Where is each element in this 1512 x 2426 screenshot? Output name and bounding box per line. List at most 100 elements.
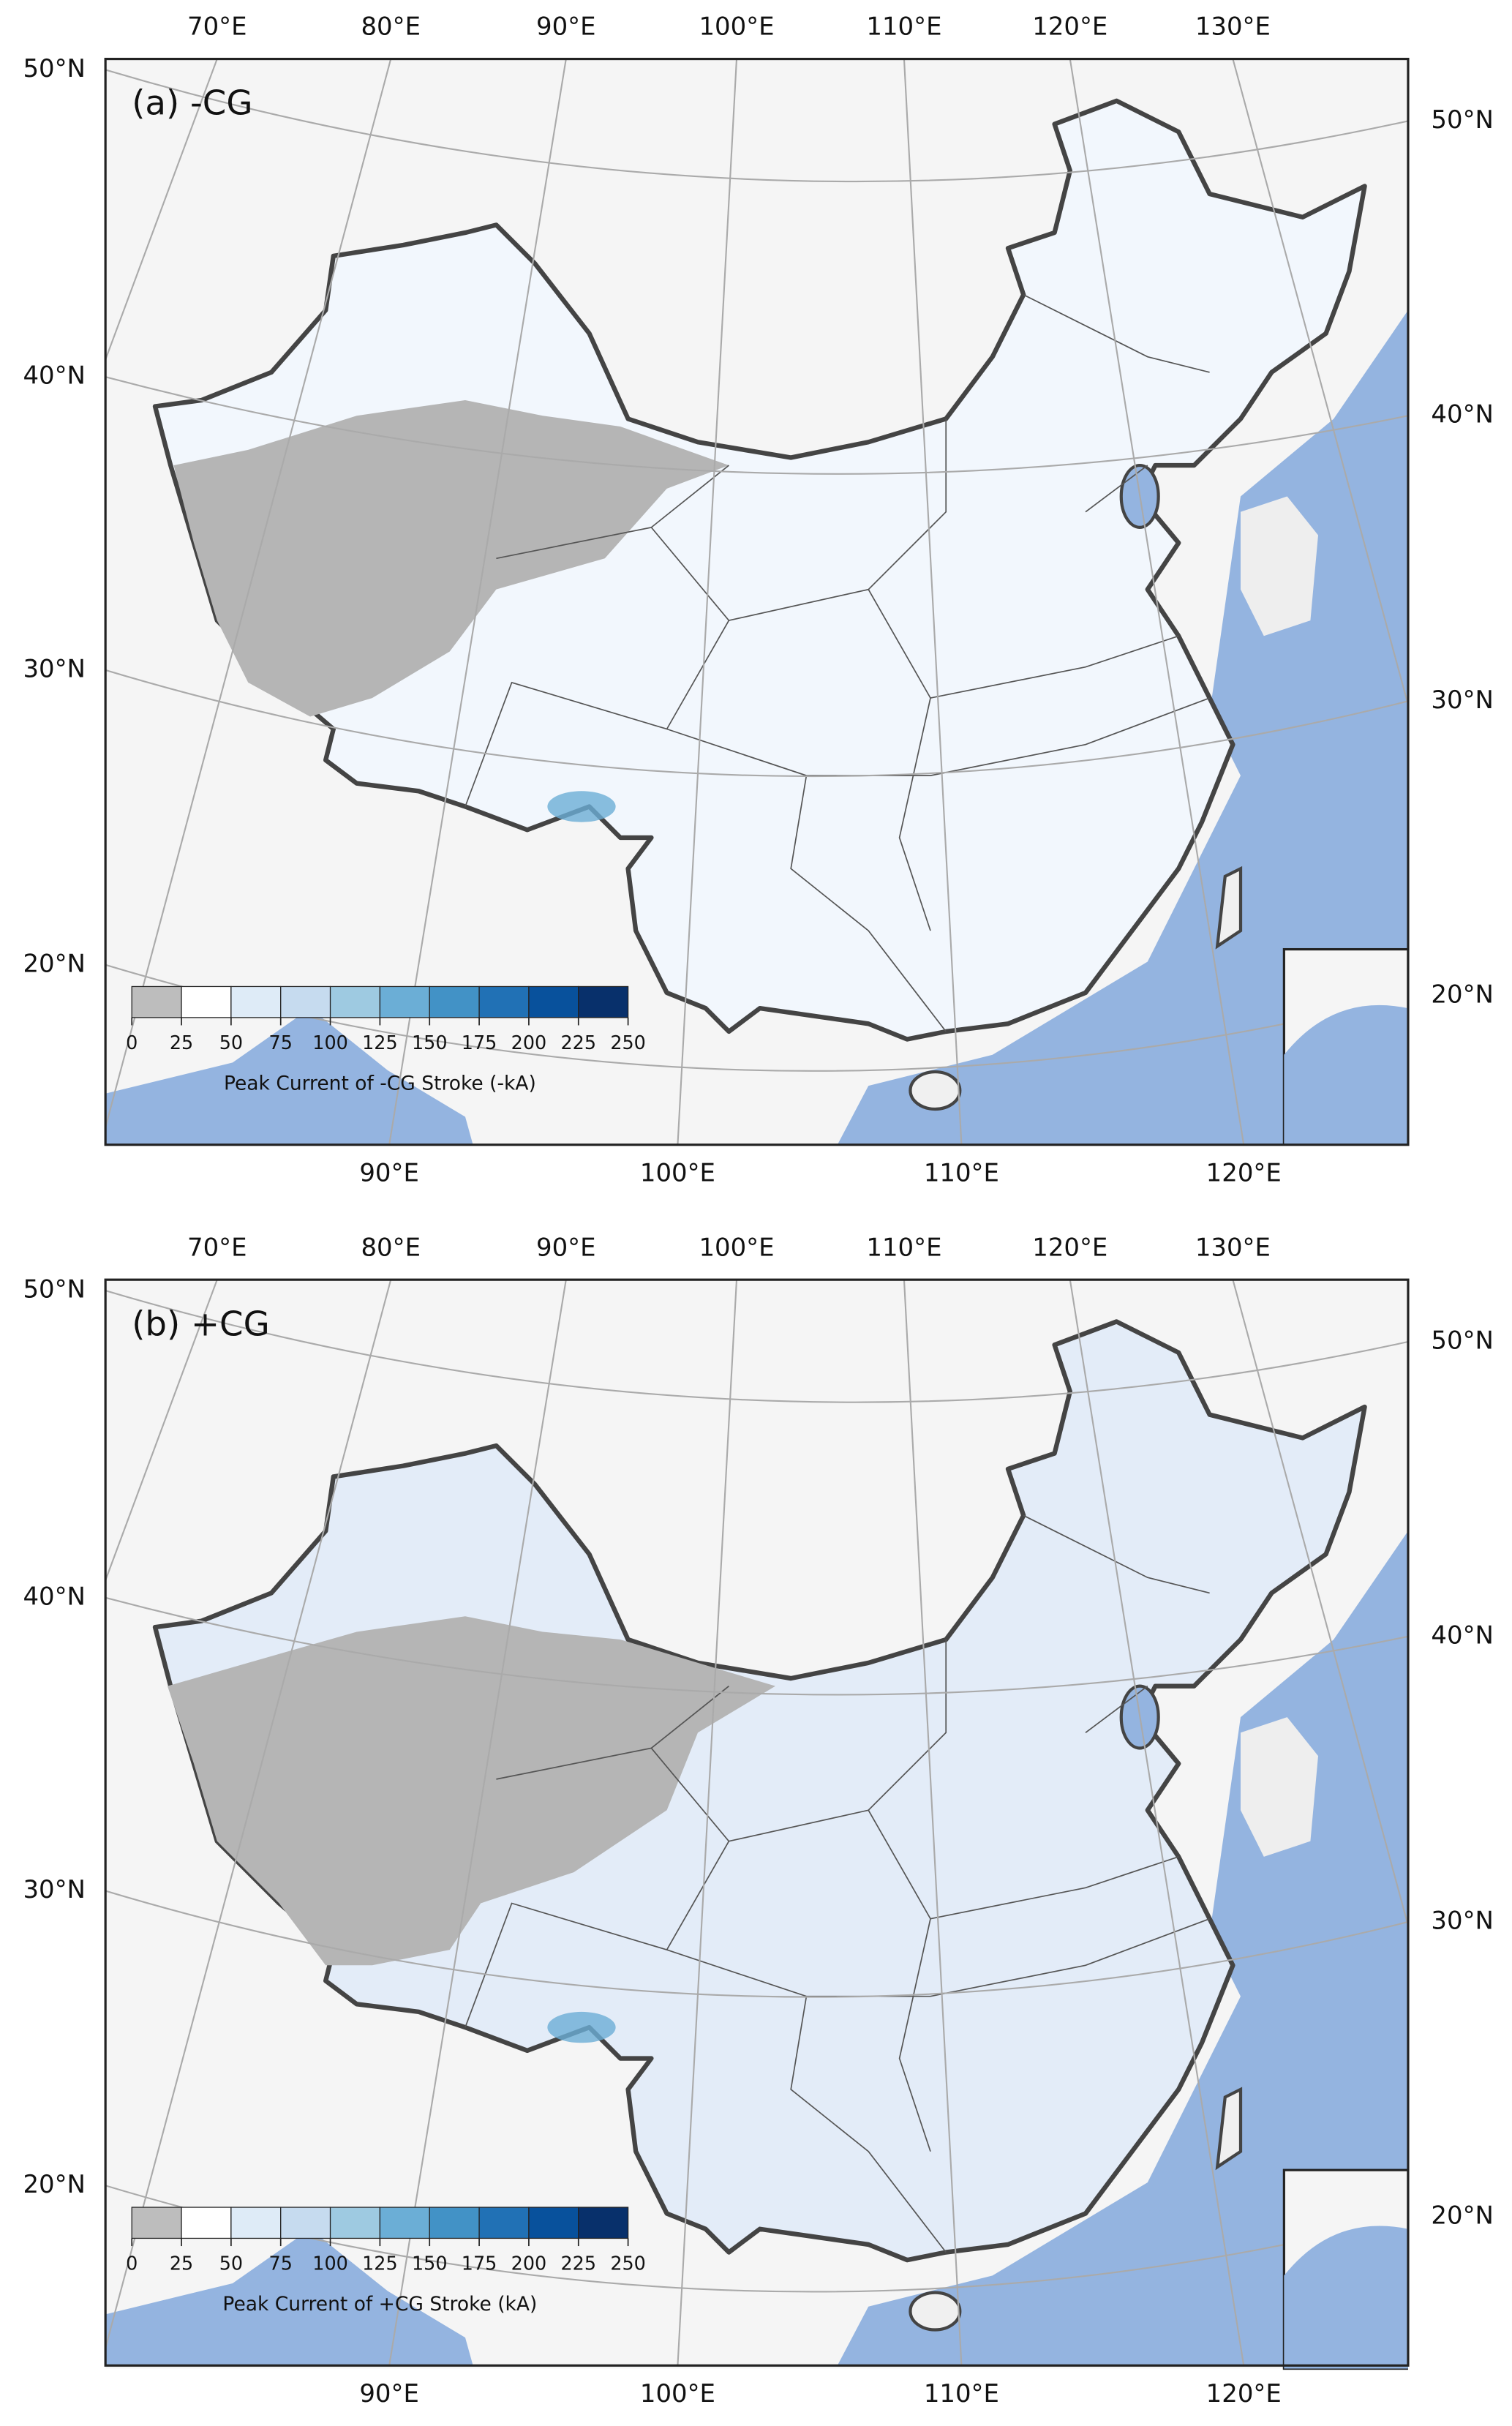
longitude-label: 110°E — [924, 1158, 999, 1187]
colorbar-tick-label: 150 — [412, 1032, 448, 1054]
parallel — [105, 1890, 1408, 1998]
longitude-label: 120°E — [1032, 1233, 1107, 1261]
longitude-label: 130°E — [1195, 1233, 1271, 1261]
province-boundary — [930, 1856, 1179, 1920]
colorbar-segment — [578, 985, 629, 1018]
colorbar-tick-label: 175 — [462, 2252, 497, 2274]
inset-ocean — [1284, 2226, 1408, 2369]
latitude-label: 20°N — [23, 949, 85, 977]
province-boundary — [868, 589, 931, 931]
latitude-label: 40°N — [1431, 1621, 1493, 1649]
meridian — [1232, 59, 1408, 708]
ocean — [105, 1008, 473, 1145]
latitude-label: 50°N — [1431, 1326, 1493, 1354]
colorbar-tick-label: 50 — [219, 2252, 243, 2274]
colorbar-segment — [429, 985, 480, 1018]
colorbar-segment — [379, 985, 430, 1018]
colorbar-tick-label: 200 — [511, 2252, 547, 2274]
colorbar-segment — [181, 2207, 232, 2239]
meridian — [105, 59, 218, 362]
longitude-label: 100°E — [640, 1158, 715, 1187]
province-boundary — [464, 681, 667, 807]
colorbar-tick-label: 50 — [219, 1032, 243, 1054]
colorbar-tick-label: 25 — [170, 2252, 193, 2274]
colorbar-segment — [578, 2207, 629, 2239]
high-value-patch — [547, 791, 616, 822]
parallel — [105, 376, 1408, 475]
colorbar-segment — [230, 985, 282, 1018]
colorbar-tick-label: 0 — [126, 2252, 138, 2274]
map-body — [105, 1280, 1408, 2370]
latitude-label: 40°N — [23, 1582, 85, 1610]
colorbar-tick-label: 175 — [462, 1032, 497, 1054]
province-boundary — [930, 635, 1179, 699]
longitude-label: 90°E — [359, 2379, 419, 2408]
korea — [1241, 496, 1318, 636]
high-value-patch — [547, 2011, 616, 2043]
meridian — [1232, 1280, 1408, 1929]
colorbar-segment — [478, 2207, 530, 2239]
latitude-label: 20°N — [1431, 2201, 1493, 2229]
colorbar-tick-label: 200 — [511, 1032, 547, 1054]
latitude-label: 20°N — [1431, 980, 1493, 1009]
province-boundary — [464, 1902, 667, 2028]
colorbar-tick-label: 100 — [312, 2252, 348, 2274]
latitude-label: 50°N — [23, 54, 85, 83]
latitude-label: 30°N — [23, 1875, 85, 1904]
colorbar-tick-label: 75 — [269, 2252, 293, 2274]
colorbar-segment — [280, 985, 331, 1018]
province-boundary — [666, 697, 1210, 776]
meridian — [677, 1280, 738, 2366]
latitude-label: 50°N — [1431, 105, 1493, 134]
province-boundary — [1023, 1514, 1210, 1594]
meridian — [105, 1280, 218, 1583]
province-boundary — [666, 1918, 1210, 1997]
colorbar-tick-label: 125 — [362, 2252, 398, 2274]
colorbar-tick-label: 225 — [560, 2252, 596, 2274]
latitude-label: 50°N — [23, 1275, 85, 1304]
colorbar-tick-label: 250 — [610, 1032, 646, 1054]
colorbar-tick-label: 100 — [312, 1032, 348, 1054]
latitude-label: 20°N — [23, 2170, 85, 2198]
longitude-label: 110°E — [866, 12, 941, 41]
colorbar-tick-label: 125 — [362, 1032, 398, 1054]
map-frame — [104, 57, 1410, 1146]
meridian — [903, 1280, 963, 2366]
colorbar-segment — [280, 2207, 331, 2239]
colorbar-segment — [230, 2207, 282, 2239]
province-boundary — [729, 418, 947, 621]
latitude-label: 30°N — [1431, 686, 1493, 714]
colorbar-label: Peak Current of -CG Stroke (-kA) — [224, 1073, 536, 1095]
longitude-label: 120°E — [1206, 1158, 1282, 1187]
meridian — [388, 1280, 567, 2366]
colorbar-segment — [478, 985, 530, 1018]
map-panel: (a) -CG 70°E 80°E 90°E 100°E 110°E 120°E 130°E 9… — [23, 12, 1493, 1187]
parallel — [105, 1596, 1408, 1696]
meridian — [105, 59, 392, 1131]
meridian — [105, 1280, 392, 2351]
longitude-label: 100°E — [640, 2379, 715, 2408]
province-boundary — [790, 1996, 947, 2253]
map-panel: (b) +CG 70°E 80°E 90°E 100°E 110°E 120°E 130°E 9… — [23, 1233, 1493, 2408]
colorbar-segment — [329, 2207, 381, 2239]
longitude-label: 110°E — [866, 1233, 941, 1261]
colorbar-segment — [131, 985, 182, 1018]
taiwan — [1215, 2087, 1243, 2171]
longitude-label: 90°E — [359, 1158, 419, 1187]
longitude-label: 80°E — [361, 12, 421, 41]
province-boundary — [1085, 1685, 1148, 1733]
parallel — [105, 69, 1408, 183]
hainan — [909, 1070, 962, 1111]
longitude-label: 130°E — [1195, 12, 1271, 41]
colorbar-label: Peak Current of +CG Stroke (kA) — [222, 2293, 537, 2316]
longitude-label: 100°E — [699, 1233, 774, 1261]
province-boundary — [868, 1809, 931, 2152]
colorbar-tick-label: 150 — [412, 2252, 448, 2274]
meridian — [1069, 1280, 1245, 2366]
colorbar-segment — [528, 985, 579, 1018]
latitude-label: 40°N — [1431, 400, 1493, 429]
longitude-label: 120°E — [1206, 2379, 1282, 2408]
colorbar-tick-label: 25 — [170, 1032, 193, 1054]
longitude-label: 110°E — [924, 2379, 999, 2408]
